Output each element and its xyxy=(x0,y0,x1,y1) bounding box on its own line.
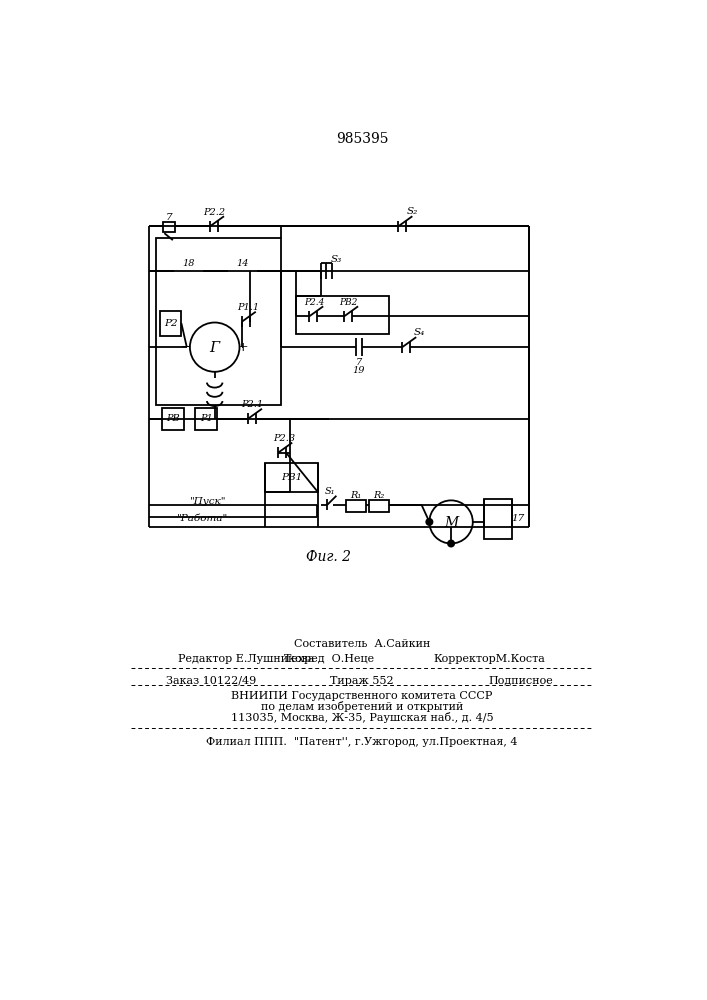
Text: 19: 19 xyxy=(353,366,365,375)
Text: Фиг. 2: Фиг. 2 xyxy=(306,550,351,564)
Bar xyxy=(369,500,389,512)
Bar xyxy=(195,408,217,430)
Circle shape xyxy=(426,519,433,525)
Text: R₁: R₁ xyxy=(350,491,361,500)
Circle shape xyxy=(448,540,454,547)
Text: Г: Г xyxy=(210,341,220,355)
Text: 7: 7 xyxy=(356,358,362,367)
Circle shape xyxy=(429,500,473,544)
Bar xyxy=(160,311,182,336)
Text: S₃: S₃ xyxy=(331,255,342,264)
Text: Р2.4: Р2.4 xyxy=(304,298,324,307)
Text: Тираж 552: Тираж 552 xyxy=(330,676,394,686)
Text: Р2.1: Р2.1 xyxy=(242,400,264,409)
Bar xyxy=(174,267,203,281)
Bar xyxy=(228,267,257,281)
Text: Р1.1: Р1.1 xyxy=(237,303,259,312)
Bar xyxy=(265,463,317,492)
Bar xyxy=(163,222,175,232)
Text: 17: 17 xyxy=(511,514,525,523)
Text: Р1: Р1 xyxy=(200,414,213,423)
Text: S₄: S₄ xyxy=(414,328,425,337)
Text: Р2.2: Р2.2 xyxy=(204,208,226,217)
Text: Техред  О.Неце: Техред О.Неце xyxy=(284,654,374,664)
Text: Р2: Р2 xyxy=(164,319,177,328)
Bar xyxy=(346,500,366,512)
Bar xyxy=(162,408,184,430)
Text: 14: 14 xyxy=(236,259,249,268)
Text: "Пуск": "Пуск" xyxy=(190,497,227,506)
Text: −: − xyxy=(181,341,192,354)
Text: Заказ 10122/49: Заказ 10122/49 xyxy=(166,676,256,686)
Text: Редактор Е.Лушникова: Редактор Е.Лушникова xyxy=(177,654,314,664)
Text: Р2.3: Р2.3 xyxy=(274,434,296,443)
Text: КорректорМ.Коста: КорректорМ.Коста xyxy=(434,654,546,664)
Text: S₁: S₁ xyxy=(325,487,335,496)
Text: Подписное: Подписное xyxy=(489,676,554,686)
Text: РВ1: РВ1 xyxy=(281,473,302,482)
Text: 18: 18 xyxy=(182,259,194,268)
Bar xyxy=(484,499,512,539)
Text: по делам изобретений и открытий: по делам изобретений и открытий xyxy=(261,701,463,712)
Text: ВНИИПИ Государственного комитета СССР: ВНИИПИ Государственного комитета СССР xyxy=(231,691,493,701)
Text: +: + xyxy=(238,341,249,354)
Text: R₂: R₂ xyxy=(373,491,385,500)
Text: Составитель  А.Сайкин: Составитель А.Сайкин xyxy=(294,639,430,649)
Text: 985395: 985395 xyxy=(336,132,388,146)
Text: РВ2: РВ2 xyxy=(339,298,358,307)
Text: S₂: S₂ xyxy=(407,207,418,216)
Bar xyxy=(156,238,281,405)
Text: М: М xyxy=(444,516,458,530)
Text: "Работа": "Работа" xyxy=(177,514,228,523)
Circle shape xyxy=(190,323,240,372)
Text: РВ: РВ xyxy=(166,414,180,423)
Text: 113035, Москва, Ж-35, Раушская наб., д. 4/5: 113035, Москва, Ж-35, Раушская наб., д. … xyxy=(230,712,493,723)
Bar xyxy=(296,296,389,334)
Text: 7: 7 xyxy=(165,213,173,222)
Text: Филиал ППП.  "Патент'', г.Ужгород, ул.Проектная, 4: Филиал ППП. "Патент'', г.Ужгород, ул.Про… xyxy=(206,737,518,747)
